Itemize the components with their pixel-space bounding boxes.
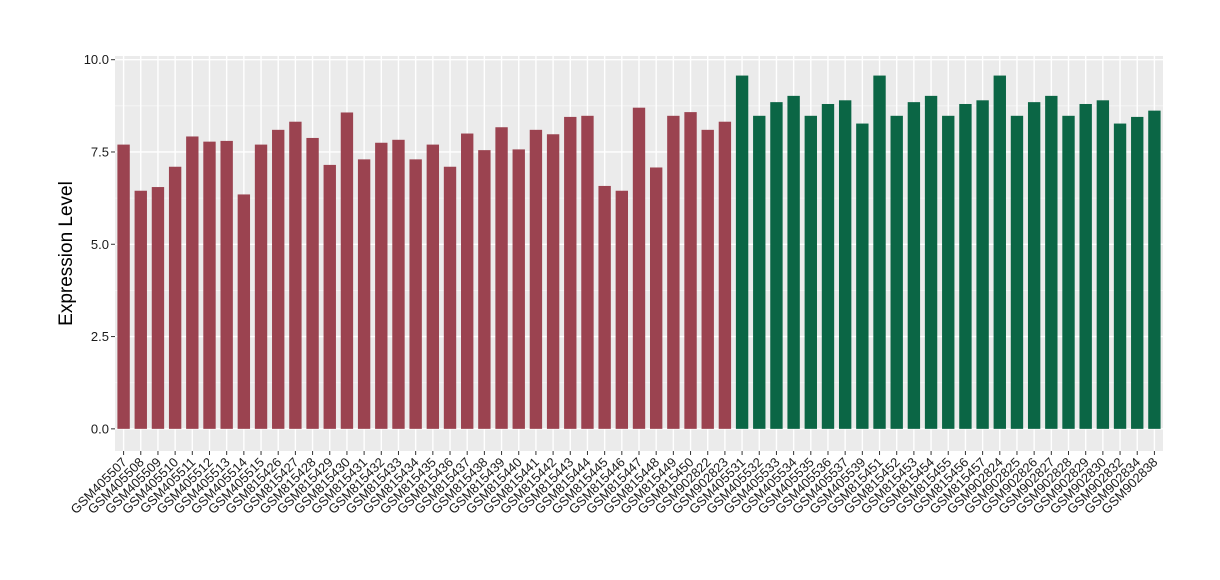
bar-GSM815438 (478, 150, 491, 429)
bar-GSM405537 (838, 100, 852, 429)
bar-GSM815450 (684, 112, 697, 429)
y-tick-label: 2.5 (91, 329, 109, 344)
y-tick-label: 0.0 (91, 421, 109, 436)
bar-GSM815433 (392, 139, 405, 429)
bar-GSM815437 (461, 133, 474, 429)
bar-GSM405533 (770, 102, 783, 429)
bar-GSM405510 (168, 166, 182, 429)
bar-GSM405507 (117, 144, 130, 429)
bar-GSM405512 (203, 141, 216, 429)
bar-GSM815454 (924, 95, 938, 429)
bar-GSM815443 (564, 116, 577, 429)
bar-GSM405536 (821, 103, 835, 429)
bar-GSM815456 (959, 103, 972, 429)
bar-GSM815439 (495, 127, 508, 429)
bar-GSM815436 (443, 166, 457, 429)
bar-GSM405515 (254, 144, 268, 429)
bar-GSM405531 (735, 75, 749, 429)
bar-GSM902825 (1010, 115, 1024, 429)
bar-GSM815457 (976, 100, 989, 429)
bar-GSM815453 (907, 102, 921, 429)
y-tick-label: 10.0 (84, 52, 109, 67)
bar-GSM902823 (718, 121, 732, 429)
bar-GSM815440 (512, 149, 525, 429)
bar-GSM405513 (220, 140, 233, 429)
y-tick-label: 5.0 (91, 237, 109, 252)
y-tick-label: 7.5 (91, 144, 109, 159)
bar-GSM815452 (890, 115, 903, 429)
bar-GSM815447 (632, 107, 646, 429)
bar-GSM902838 (1148, 110, 1161, 429)
bar-GSM405509 (151, 187, 165, 429)
bar-GSM815441 (529, 129, 543, 429)
bar-GSM815445 (598, 185, 611, 429)
bar-GSM815431 (357, 159, 371, 429)
bar-GSM405532 (753, 115, 766, 429)
bar-GSM405508 (134, 190, 147, 429)
y-axis-title: Expression Level (56, 181, 77, 326)
bar-GSM405534 (787, 95, 800, 429)
bar-GSM902822 (701, 129, 714, 429)
bar-GSM902824 (993, 75, 1006, 429)
bar-GSM815442 (546, 134, 560, 429)
bar-GSM815429 (323, 164, 336, 429)
bar-GSM902828 (1062, 115, 1075, 429)
bar-GSM902832 (1113, 123, 1127, 429)
bar-GSM815448 (649, 167, 663, 429)
bar-GSM405511 (186, 136, 199, 429)
bar-GSM405535 (804, 115, 817, 429)
bar-GSM902829 (1079, 103, 1092, 429)
bar-GSM815435 (426, 144, 440, 429)
bar-GSM815451 (873, 75, 886, 429)
bar-GSM815449 (667, 115, 680, 429)
bar-GSM405514 (237, 194, 251, 429)
bar-GSM815427 (289, 121, 302, 429)
bar-GSM902834 (1131, 116, 1144, 429)
bar-GSM815434 (409, 159, 422, 429)
bar-GSM815426 (272, 129, 285, 429)
bar-GSM815432 (375, 142, 388, 429)
bar-GSM815428 (306, 137, 319, 429)
bar-GSM902827 (1045, 95, 1058, 429)
bar-GSM902826 (1027, 102, 1041, 429)
x-axis: GSM405507GSM405508GSM405509GSM405510GSM4… (67, 451, 1161, 517)
bar-GSM815446 (615, 190, 629, 429)
bar-GSM902830 (1096, 100, 1110, 429)
bar-GSM815455 (942, 115, 955, 429)
bar-GSM405539 (856, 123, 869, 429)
y-axis: 0.0 2.5 5.0 7.5 10.0 (84, 52, 115, 436)
bars (117, 75, 1161, 429)
bar-GSM815430 (340, 112, 354, 429)
bar-GSM815444 (581, 115, 594, 429)
